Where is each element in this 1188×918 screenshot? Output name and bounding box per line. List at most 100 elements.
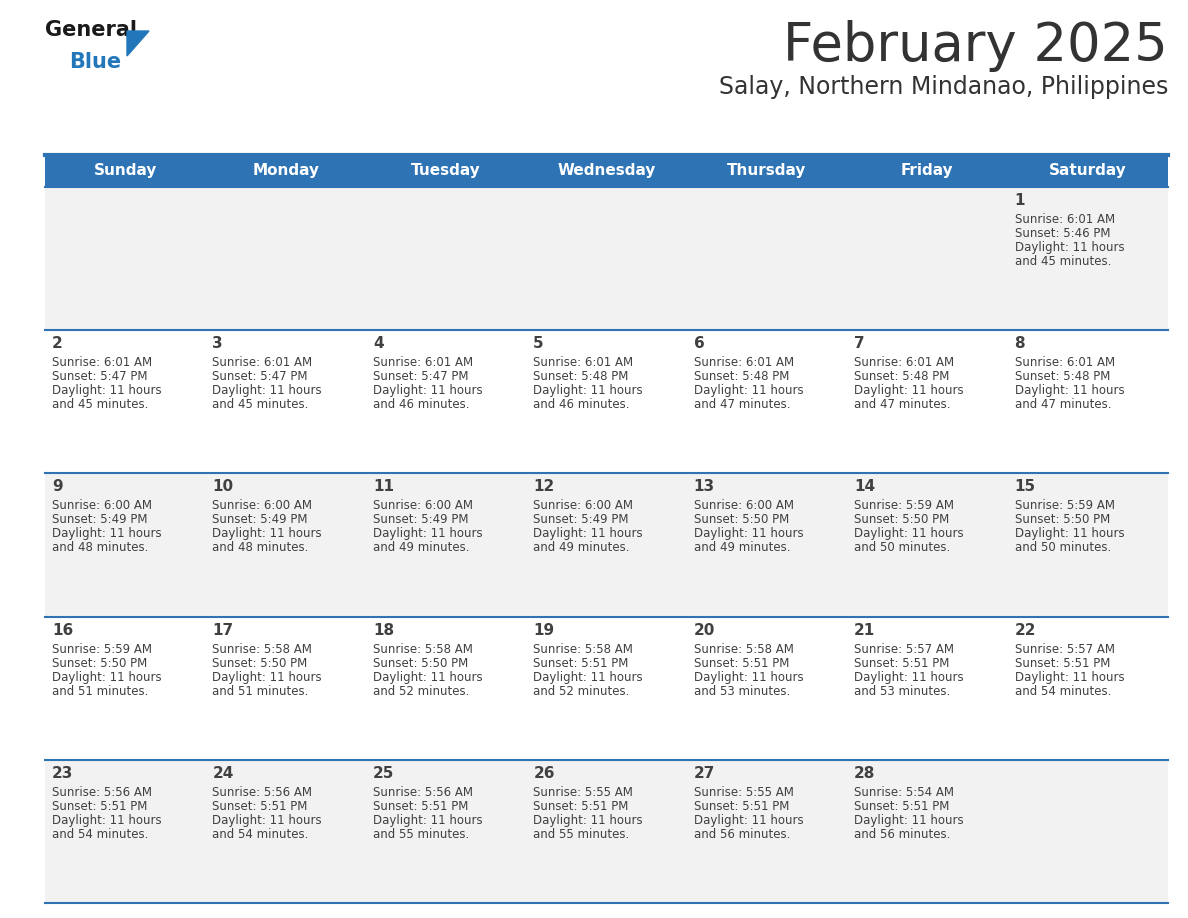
Text: Daylight: 11 hours: Daylight: 11 hours: [1015, 385, 1124, 397]
Text: Sunrise: 6:00 AM: Sunrise: 6:00 AM: [52, 499, 152, 512]
Text: Sunrise: 6:01 AM: Sunrise: 6:01 AM: [694, 356, 794, 369]
Text: and 47 minutes.: and 47 minutes.: [854, 398, 950, 411]
Text: Sunset: 5:49 PM: Sunset: 5:49 PM: [373, 513, 468, 526]
Text: 8: 8: [1015, 336, 1025, 352]
Text: Daylight: 11 hours: Daylight: 11 hours: [373, 528, 482, 541]
Bar: [526, 760, 687, 903]
Text: Daylight: 11 hours: Daylight: 11 hours: [1015, 528, 1124, 541]
Text: and 45 minutes.: and 45 minutes.: [213, 398, 309, 411]
Text: Daylight: 11 hours: Daylight: 11 hours: [854, 671, 963, 684]
Text: Sunrise: 5:58 AM: Sunrise: 5:58 AM: [694, 643, 794, 655]
Text: Daylight: 11 hours: Daylight: 11 hours: [854, 528, 963, 541]
Text: 11: 11: [373, 479, 394, 495]
Text: and 55 minutes.: and 55 minutes.: [373, 828, 469, 841]
Text: Daylight: 11 hours: Daylight: 11 hours: [533, 813, 643, 827]
Text: Sunset: 5:51 PM: Sunset: 5:51 PM: [533, 656, 628, 669]
Text: Wednesday: Wednesday: [557, 163, 656, 178]
Bar: [206, 474, 366, 617]
Text: Sunrise: 5:54 AM: Sunrise: 5:54 AM: [854, 786, 954, 799]
Text: 21: 21: [854, 622, 876, 638]
Text: and 54 minutes.: and 54 minutes.: [1015, 685, 1111, 698]
Text: and 54 minutes.: and 54 minutes.: [52, 828, 148, 841]
Text: and 55 minutes.: and 55 minutes.: [533, 828, 630, 841]
Text: and 51 minutes.: and 51 minutes.: [213, 685, 309, 698]
Bar: [847, 330, 1007, 474]
Bar: [366, 474, 526, 617]
Text: Sunset: 5:51 PM: Sunset: 5:51 PM: [1015, 656, 1110, 669]
Text: Sunrise: 6:01 AM: Sunrise: 6:01 AM: [1015, 213, 1114, 226]
Bar: [206, 617, 366, 760]
Text: February 2025: February 2025: [783, 20, 1168, 72]
Text: Sunset: 5:50 PM: Sunset: 5:50 PM: [213, 656, 308, 669]
Text: Sunday: Sunday: [94, 163, 157, 178]
Text: Daylight: 11 hours: Daylight: 11 hours: [373, 385, 482, 397]
Text: Sunset: 5:47 PM: Sunset: 5:47 PM: [213, 370, 308, 383]
Text: Sunrise: 5:59 AM: Sunrise: 5:59 AM: [52, 643, 152, 655]
Text: Sunrise: 5:58 AM: Sunrise: 5:58 AM: [213, 643, 312, 655]
Text: Sunrise: 5:56 AM: Sunrise: 5:56 AM: [52, 786, 152, 799]
Text: Daylight: 11 hours: Daylight: 11 hours: [694, 385, 803, 397]
Text: Daylight: 11 hours: Daylight: 11 hours: [533, 528, 643, 541]
Bar: [45, 474, 206, 617]
Text: Daylight: 11 hours: Daylight: 11 hours: [213, 671, 322, 684]
Bar: [1007, 330, 1168, 474]
Bar: [526, 617, 687, 760]
Text: Daylight: 11 hours: Daylight: 11 hours: [52, 813, 162, 827]
Text: 1: 1: [1015, 193, 1025, 208]
Bar: [687, 474, 847, 617]
Text: 5: 5: [533, 336, 544, 352]
Text: Daylight: 11 hours: Daylight: 11 hours: [1015, 671, 1124, 684]
Bar: [1007, 617, 1168, 760]
Text: Sunset: 5:50 PM: Sunset: 5:50 PM: [373, 656, 468, 669]
Text: and 46 minutes.: and 46 minutes.: [533, 398, 630, 411]
Text: 17: 17: [213, 622, 234, 638]
Text: Daylight: 11 hours: Daylight: 11 hours: [533, 671, 643, 684]
Text: Sunset: 5:51 PM: Sunset: 5:51 PM: [373, 800, 468, 812]
Text: Salay, Northern Mindanao, Philippines: Salay, Northern Mindanao, Philippines: [719, 75, 1168, 99]
Text: 16: 16: [52, 622, 74, 638]
Text: and 54 minutes.: and 54 minutes.: [213, 828, 309, 841]
Text: Sunset: 5:51 PM: Sunset: 5:51 PM: [694, 656, 789, 669]
Text: 14: 14: [854, 479, 876, 495]
Text: and 52 minutes.: and 52 minutes.: [373, 685, 469, 698]
Bar: [687, 617, 847, 760]
Text: and 47 minutes.: and 47 minutes.: [1015, 398, 1111, 411]
Text: Sunrise: 6:01 AM: Sunrise: 6:01 AM: [533, 356, 633, 369]
Text: Daylight: 11 hours: Daylight: 11 hours: [52, 385, 162, 397]
Bar: [45, 760, 206, 903]
Text: and 56 minutes.: and 56 minutes.: [854, 828, 950, 841]
Text: Sunset: 5:48 PM: Sunset: 5:48 PM: [694, 370, 789, 383]
Bar: [687, 330, 847, 474]
Bar: [847, 617, 1007, 760]
Bar: [687, 760, 847, 903]
Text: Daylight: 11 hours: Daylight: 11 hours: [533, 385, 643, 397]
Text: Sunset: 5:50 PM: Sunset: 5:50 PM: [694, 513, 789, 526]
Text: Sunrise: 6:00 AM: Sunrise: 6:00 AM: [694, 499, 794, 512]
Text: Sunrise: 5:56 AM: Sunrise: 5:56 AM: [213, 786, 312, 799]
Text: and 47 minutes.: and 47 minutes.: [694, 398, 790, 411]
Bar: [206, 760, 366, 903]
Text: Daylight: 11 hours: Daylight: 11 hours: [854, 385, 963, 397]
Text: Sunrise: 5:58 AM: Sunrise: 5:58 AM: [373, 643, 473, 655]
Text: Sunset: 5:49 PM: Sunset: 5:49 PM: [533, 513, 628, 526]
Text: Daylight: 11 hours: Daylight: 11 hours: [373, 813, 482, 827]
Text: Daylight: 11 hours: Daylight: 11 hours: [854, 813, 963, 827]
Text: Sunset: 5:51 PM: Sunset: 5:51 PM: [533, 800, 628, 812]
Text: Sunset: 5:48 PM: Sunset: 5:48 PM: [854, 370, 949, 383]
Text: 26: 26: [533, 766, 555, 781]
Bar: [206, 187, 366, 330]
Text: 22: 22: [1015, 622, 1036, 638]
Text: Sunset: 5:51 PM: Sunset: 5:51 PM: [52, 800, 147, 812]
Text: Daylight: 11 hours: Daylight: 11 hours: [213, 813, 322, 827]
Text: Sunrise: 5:55 AM: Sunrise: 5:55 AM: [533, 786, 633, 799]
Text: 27: 27: [694, 766, 715, 781]
Text: Sunset: 5:50 PM: Sunset: 5:50 PM: [854, 513, 949, 526]
Bar: [526, 474, 687, 617]
Text: 18: 18: [373, 622, 394, 638]
Text: Daylight: 11 hours: Daylight: 11 hours: [694, 528, 803, 541]
Text: Daylight: 11 hours: Daylight: 11 hours: [694, 813, 803, 827]
Text: and 53 minutes.: and 53 minutes.: [694, 685, 790, 698]
Text: Monday: Monday: [252, 163, 320, 178]
Text: and 52 minutes.: and 52 minutes.: [533, 685, 630, 698]
Text: and 50 minutes.: and 50 minutes.: [1015, 542, 1111, 554]
